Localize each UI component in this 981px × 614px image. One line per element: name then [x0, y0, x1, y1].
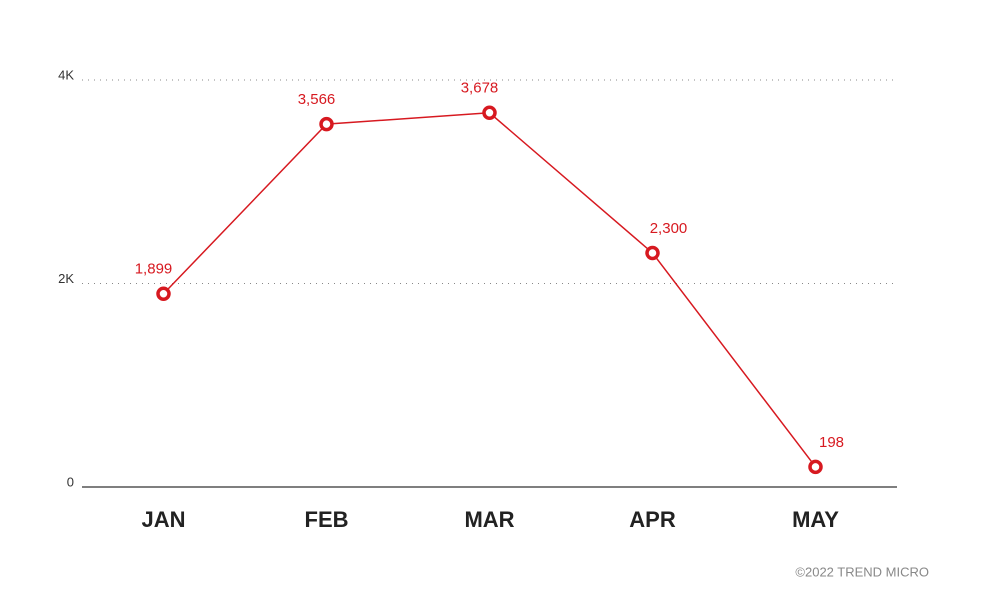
y-tick-label: 0 — [67, 474, 74, 489]
x-tick-label: APR — [629, 507, 676, 532]
x-tick-label: MAR — [464, 507, 514, 532]
value-label: 3,678 — [461, 80, 499, 97]
x-tick-label: JAN — [141, 507, 185, 532]
y-tick-label: 2K — [58, 271, 74, 286]
x-tick-label: FEB — [305, 507, 349, 532]
x-tick-label: MAY — [792, 507, 839, 532]
line — [162, 111, 817, 468]
value-label: 1,899 — [135, 261, 173, 278]
credit: ©2022 TREND MICRO — [795, 564, 929, 579]
value-label: 2,300 — [650, 220, 688, 237]
point — [645, 245, 660, 261]
value-label: 3,566 — [298, 91, 336, 108]
point — [156, 286, 171, 302]
point — [319, 116, 334, 132]
y-tick-label: 4K — [58, 67, 74, 82]
value-label: 198 — [819, 434, 844, 451]
point — [808, 459, 823, 475]
point — [482, 105, 497, 121]
